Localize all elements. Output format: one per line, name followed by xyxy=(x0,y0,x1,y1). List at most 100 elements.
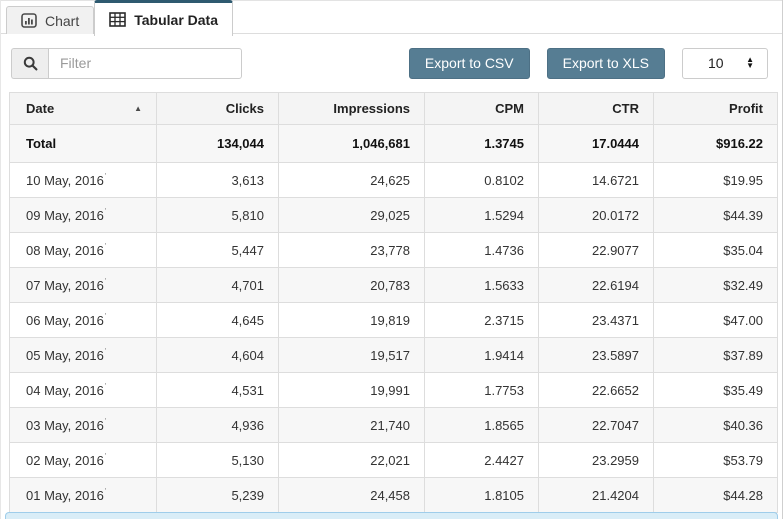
ctr-cell: 23.2959 xyxy=(538,442,654,478)
table-row: 07 May, 2016' 4,701 20,783 1.5633 22.619… xyxy=(9,267,778,303)
ctr-cell: 21.4204 xyxy=(538,477,654,513)
date-cell: 01 May, 2016' xyxy=(9,477,157,513)
cpm-cell: 1.8105 xyxy=(424,477,539,513)
cpm-cell: 1.5633 xyxy=(424,267,539,303)
ctr-cell: 23.4371 xyxy=(538,302,654,338)
clicks-cell: 4,604 xyxy=(156,337,279,373)
clicks-cell: 4,645 xyxy=(156,302,279,338)
column-header-ctr[interactable]: CTR xyxy=(538,92,654,125)
export-csv-button[interactable]: Export to CSV xyxy=(408,47,530,79)
export-xls-button[interactable]: Export to XLS xyxy=(546,47,665,79)
impressions-cell: 24,458 xyxy=(278,477,425,513)
impressions-cell: 19,819 xyxy=(278,302,425,338)
column-header-date[interactable]: Date ▲ xyxy=(9,92,157,125)
impressions-cell: 24,625 xyxy=(278,162,425,198)
date-cell: 08 May, 2016' xyxy=(9,232,157,268)
table-row: 09 May, 2016' 5,810 29,025 1.5294 20.017… xyxy=(9,197,778,233)
table-row: 04 May, 2016' 4,531 19,991 1.7753 22.665… xyxy=(9,372,778,408)
search-icon xyxy=(11,47,48,79)
table-toolbar: Export to CSV Export to XLS 10 ▲ ▼ xyxy=(1,34,782,92)
ctr-cell: 23.5897 xyxy=(538,337,654,373)
profit-cell: $32.49 xyxy=(653,267,778,303)
total-row: Total 134,044 1,046,681 1.3745 17.0444 $… xyxy=(9,124,778,163)
total-cpm: 1.3745 xyxy=(424,124,539,163)
table-row: 08 May, 2016' 5,447 23,778 1.4736 22.907… xyxy=(9,232,778,268)
cpm-cell: 1.8565 xyxy=(424,407,539,443)
profit-cell: $44.39 xyxy=(653,197,778,233)
clicks-cell: 3,613 xyxy=(156,162,279,198)
profit-cell: $19.95 xyxy=(653,162,778,198)
profit-cell: $37.89 xyxy=(653,337,778,373)
impressions-cell: 19,991 xyxy=(278,372,425,408)
tab-tabular-data[interactable]: Tabular Data xyxy=(94,0,233,36)
ctr-cell: 22.7047 xyxy=(538,407,654,443)
column-header-cpm[interactable]: CPM xyxy=(424,92,539,125)
cpm-cell: 1.4736 xyxy=(424,232,539,268)
profit-cell: $44.28 xyxy=(653,477,778,513)
total-profit: $916.22 xyxy=(653,124,778,163)
total-impressions: 1,046,681 xyxy=(278,124,425,163)
up-down-arrows-icon[interactable]: ▲ ▼ xyxy=(746,54,754,70)
profit-cell: $47.00 xyxy=(653,302,778,338)
profit-cell: $53.79 xyxy=(653,442,778,478)
table-row: 02 May, 2016' 5,130 22,021 2.4427 23.295… xyxy=(9,442,778,478)
clicks-cell: 5,447 xyxy=(156,232,279,268)
cpm-cell: 1.7753 xyxy=(424,372,539,408)
clicks-cell: 4,701 xyxy=(156,267,279,303)
date-cell: 06 May, 2016' xyxy=(9,302,157,338)
data-table: Date ▲ Clicks Impressions CPM CTR Profit… xyxy=(9,92,778,513)
column-header-clicks[interactable]: Clicks xyxy=(156,92,279,125)
filter-group xyxy=(11,47,242,79)
impressions-cell: 21,740 xyxy=(278,407,425,443)
table-grid-icon xyxy=(109,12,127,27)
page-size-stepper[interactable]: 10 ▲ ▼ xyxy=(682,47,768,79)
table-row: 06 May, 2016' 4,645 19,819 2.3715 23.437… xyxy=(9,302,778,338)
profit-cell: $40.36 xyxy=(653,407,778,443)
impressions-cell: 20,783 xyxy=(278,267,425,303)
tab-bar: Chart Tabular Data xyxy=(1,0,782,36)
cpm-cell: 0.8102 xyxy=(424,162,539,198)
tab-chart-label: Chart xyxy=(45,12,80,29)
ctr-cell: 22.9077 xyxy=(538,232,654,268)
date-cell: 09 May, 2016' xyxy=(9,197,157,233)
ctr-cell: 22.6652 xyxy=(538,372,654,408)
date-cell: 02 May, 2016' xyxy=(9,442,157,478)
total-ctr: 17.0444 xyxy=(538,124,654,163)
cpm-cell: 1.9414 xyxy=(424,337,539,373)
page-size-value: 10 xyxy=(708,55,724,71)
stepper-down-icon[interactable]: ▼ xyxy=(746,61,754,70)
table-row: 03 May, 2016' 4,936 21,740 1.8565 22.704… xyxy=(9,407,778,443)
cpm-cell: 1.5294 xyxy=(424,197,539,233)
table-row: 10 May, 2016' 3,613 24,625 0.8102 14.672… xyxy=(9,162,778,198)
stepper-up-icon[interactable]: ▲ xyxy=(746,54,754,64)
date-cell: 05 May, 2016' xyxy=(9,337,157,373)
clicks-cell: 4,531 xyxy=(156,372,279,408)
profit-cell: $35.04 xyxy=(653,232,778,268)
impressions-cell: 29,025 xyxy=(278,197,425,233)
ctr-cell: 14.6721 xyxy=(538,162,654,198)
clicks-cell: 5,810 xyxy=(156,197,279,233)
date-cell: 07 May, 2016' xyxy=(9,267,157,303)
clicks-cell: 5,239 xyxy=(156,477,279,513)
ctr-cell: 22.6194 xyxy=(538,267,654,303)
total-clicks: 134,044 xyxy=(156,124,279,163)
date-cell: 03 May, 2016' xyxy=(9,407,157,443)
date-cell: 10 May, 2016' xyxy=(9,162,157,198)
total-label: Total xyxy=(9,124,157,163)
cpm-cell: 2.4427 xyxy=(424,442,539,478)
column-header-impressions[interactable]: Impressions xyxy=(278,92,425,125)
bar-chart-icon xyxy=(21,13,37,28)
table-row: 01 May, 2016' 5,239 24,458 1.8105 21.420… xyxy=(9,477,778,513)
pagination-strip[interactable] xyxy=(5,512,778,519)
tab-chart[interactable]: Chart xyxy=(6,6,95,34)
impressions-cell: 23,778 xyxy=(278,232,425,268)
filter-input[interactable] xyxy=(48,47,242,79)
clicks-cell: 4,936 xyxy=(156,407,279,443)
impressions-cell: 19,517 xyxy=(278,337,425,373)
impressions-cell: 22,021 xyxy=(278,442,425,478)
column-header-profit[interactable]: Profit xyxy=(653,92,778,125)
header-row: Date ▲ Clicks Impressions CPM CTR Profit xyxy=(9,92,778,125)
tab-tabular-data-label: Tabular Data xyxy=(134,11,218,28)
profit-cell: $35.49 xyxy=(653,372,778,408)
